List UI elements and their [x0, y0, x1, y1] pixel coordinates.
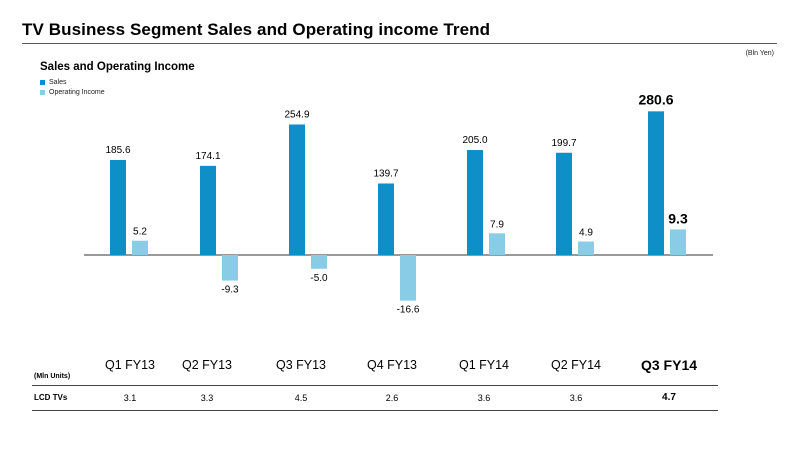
operating-income-bar — [489, 233, 505, 255]
table-bottom-rule — [32, 410, 718, 411]
sales-value-label: 199.7 — [551, 138, 576, 149]
table-header-rule — [32, 385, 718, 386]
lcd-tv-units-cell: 3.3 — [200, 393, 214, 403]
sales-value-label: 280.6 — [638, 91, 673, 107]
lcd-tv-units-cell: 4.5 — [294, 393, 308, 403]
legend-swatch-operating-income — [40, 89, 45, 95]
legend-swatch-sales — [40, 79, 45, 85]
lcd-tv-units-cell: 2.6 — [385, 393, 399, 403]
lcd-tv-units-cell: 3.6 — [477, 393, 491, 403]
sales-bar — [648, 111, 664, 256]
legend-item-sales: Sales — [40, 77, 105, 87]
category-label: Q1 FY13 — [104, 358, 156, 372]
operating-income-bar — [670, 229, 686, 255]
sales-bar — [200, 165, 216, 255]
legend-label-sales: Sales — [49, 78, 67, 86]
legend: Sales Operating Income — [40, 77, 105, 97]
category-label: Q3 FY13 — [275, 358, 327, 372]
lcd-tv-units-cell: 3.6 — [569, 393, 583, 403]
unit-note: (Bln Yen) — [745, 50, 774, 57]
sales-value-label: 174.1 — [195, 151, 220, 162]
category-label: Q3 FY14 — [640, 357, 698, 373]
table-units-label: (Mln Units) — [34, 373, 71, 380]
operating-income-bar — [578, 241, 594, 255]
lcd-tv-units-cell: 3.1 — [123, 393, 137, 403]
category-label: Q1 FY14 — [458, 358, 510, 372]
sales-bar — [289, 124, 305, 255]
operating-income-value-label: 9.3 — [668, 210, 688, 226]
lcd-tv-units-cell: 4.7 — [662, 392, 676, 403]
chart-title: Sales and Operating Income — [40, 61, 195, 73]
operating-income-value-label: -9.3 — [221, 285, 239, 296]
sales-bar — [556, 152, 572, 255]
operating-income-bar — [222, 255, 238, 281]
operating-income-value-label: 7.9 — [490, 219, 504, 230]
category-label: Q2 FY13 — [181, 358, 233, 372]
legend-item-operating-income: Operating Income — [40, 87, 105, 97]
operating-income-value-label: 5.2 — [133, 227, 147, 238]
sales-value-label: 185.6 — [105, 145, 130, 156]
sales-value-label: 139.7 — [373, 168, 398, 179]
operating-income-value-label: 4.9 — [579, 228, 593, 239]
category-label: Q2 FY14 — [550, 358, 602, 372]
operating-income-bar — [311, 255, 327, 269]
sales-value-label: 254.9 — [284, 109, 309, 120]
sales-bar — [378, 183, 394, 255]
operating-income-value-label: -16.6 — [397, 305, 420, 316]
category-label: Q4 FY13 — [366, 358, 418, 372]
sales-bar — [467, 150, 483, 255]
table-row-label: LCD TVs — [34, 393, 68, 402]
sales-value-label: 205.0 — [462, 135, 487, 146]
operating-income-bar — [400, 255, 416, 301]
legend-label-operating-income: Operating Income — [49, 88, 105, 96]
page-title: TV Business Segment Sales and Operating … — [22, 20, 491, 39]
operating-income-value-label: -5.0 — [310, 273, 328, 284]
sales-bar — [110, 159, 126, 255]
title-divider — [22, 43, 777, 44]
operating-income-bar — [132, 240, 148, 255]
